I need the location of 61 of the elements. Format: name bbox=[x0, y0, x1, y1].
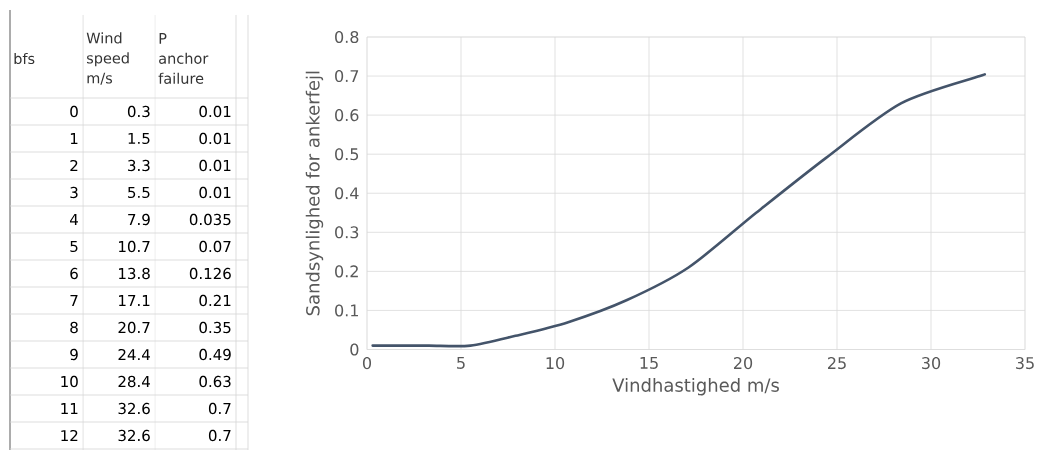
text: 0.01 bbox=[199, 105, 231, 118]
text: 6 bbox=[70, 267, 78, 280]
text: 5.5 bbox=[128, 186, 150, 199]
y-tick-label: 0.7 bbox=[335, 70, 359, 83]
text: 1.5 bbox=[128, 132, 150, 145]
text: 5 bbox=[70, 240, 78, 253]
text: 11 bbox=[61, 403, 78, 414]
text: 20.7 bbox=[118, 321, 150, 334]
text: bfs bbox=[14, 52, 35, 65]
text: 7.9 bbox=[128, 213, 150, 226]
y-axis-title: Sandsynlighed for ankerfejl bbox=[305, 71, 324, 316]
text: Wind speed m/s bbox=[86, 32, 129, 85]
text: 28.4 bbox=[118, 375, 150, 388]
text: 0.49 bbox=[199, 348, 231, 361]
y-tick-label: 0.4 bbox=[335, 187, 359, 200]
x-tick-label: 20 bbox=[734, 357, 753, 370]
y-tick-label: 0 bbox=[350, 343, 359, 356]
text: 32.6 bbox=[118, 429, 150, 442]
y-tick-label: 0.2 bbox=[335, 265, 358, 278]
text: 0.7 bbox=[208, 429, 231, 442]
y-tick-label: 0.5 bbox=[335, 148, 359, 161]
text: 17.1 bbox=[119, 295, 150, 306]
text: 24.4 bbox=[118, 348, 150, 361]
text: P anchor failure bbox=[158, 33, 209, 84]
text: 7 bbox=[70, 295, 78, 306]
text: 0.07 bbox=[199, 240, 231, 253]
text: 3 bbox=[70, 186, 78, 199]
x-tick-label: 30 bbox=[922, 357, 941, 370]
text: 10 bbox=[61, 375, 78, 388]
text: 1 bbox=[70, 133, 78, 144]
x-tick-label: 0 bbox=[362, 357, 372, 370]
x-tick-label: 35 bbox=[1016, 357, 1034, 370]
y-tick-label: 0.1 bbox=[335, 304, 358, 317]
x-axis-title: Vindhastighed m/s bbox=[612, 378, 779, 396]
text: 8 bbox=[70, 321, 78, 334]
text: 0.01 bbox=[199, 132, 231, 145]
x-tick-label: 15 bbox=[640, 357, 658, 369]
text: 13.8 bbox=[119, 267, 150, 280]
text: 0.3 bbox=[127, 105, 150, 118]
y-tick-label: 0.8 bbox=[335, 30, 359, 44]
text: 0.63 bbox=[199, 375, 231, 388]
text: 0.35 bbox=[199, 321, 231, 334]
text: 0.126 bbox=[189, 267, 231, 280]
x-tick-label: 25 bbox=[828, 357, 846, 370]
text: 0.01 bbox=[199, 159, 231, 172]
text: 0.7 bbox=[208, 402, 231, 415]
text: 32.6 bbox=[118, 402, 150, 415]
text: 2 bbox=[70, 159, 78, 172]
y-tick-label: 0.3 bbox=[335, 226, 359, 239]
text: 9 bbox=[70, 348, 78, 361]
text: 0 bbox=[70, 105, 78, 118]
x-tick-label: 10 bbox=[546, 357, 565, 370]
x-tick-label: 5 bbox=[457, 357, 465, 369]
text: 0.01 bbox=[199, 186, 231, 199]
text: 12 bbox=[61, 429, 78, 442]
text: 3.3 bbox=[128, 159, 150, 172]
text: 0.21 bbox=[199, 294, 231, 307]
text: 0.035 bbox=[189, 213, 231, 226]
text: 4 bbox=[70, 214, 78, 225]
y-tick-label: 0.6 bbox=[335, 109, 359, 122]
text: 10.7 bbox=[119, 240, 150, 253]
